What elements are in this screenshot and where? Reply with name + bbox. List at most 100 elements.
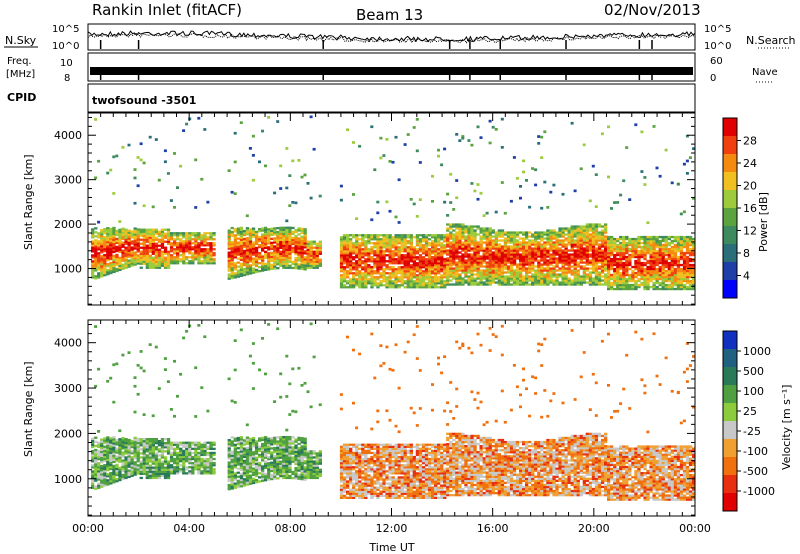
power-cell [479, 279, 483, 282]
power-cell [576, 225, 580, 228]
power-cell [646, 221, 650, 225]
power-cell [461, 223, 465, 226]
power-cell [437, 260, 441, 263]
power-cell [610, 273, 614, 277]
power-cell [285, 264, 289, 267]
velocity-cell [148, 452, 152, 455]
power-cell [248, 236, 253, 239]
power-cell [431, 276, 435, 279]
power-cell [251, 247, 256, 250]
power-cell [254, 252, 259, 256]
power-cell [443, 270, 447, 273]
power-cell [394, 278, 398, 281]
power-cell [452, 253, 456, 256]
power-cell [625, 243, 629, 247]
power-cell [667, 261, 671, 265]
power-cell [597, 257, 602, 260]
power-cell [634, 285, 638, 289]
velocity-cell [139, 456, 143, 459]
power-cell [370, 218, 374, 222]
power-cell [464, 275, 468, 278]
power-cell [239, 246, 244, 249]
power-cell [600, 233, 605, 236]
power-cell [370, 246, 374, 249]
velocity-cell [142, 444, 146, 447]
power-cell [540, 247, 544, 250]
power-cell [461, 225, 465, 228]
power-cell [512, 283, 517, 286]
power-cell [91, 228, 95, 231]
velocity-cell [103, 459, 107, 463]
power-cell [588, 229, 593, 232]
power-cell [400, 256, 404, 259]
power-cell [169, 256, 174, 259]
velocity-cell [133, 438, 137, 442]
power-cell [270, 227, 274, 230]
power-cell [473, 265, 477, 268]
power-cell [661, 261, 665, 265]
power-cell [385, 254, 389, 257]
power-cell [364, 246, 368, 249]
power-cell [355, 274, 359, 277]
power-cell [373, 246, 377, 249]
power-cell [591, 271, 596, 274]
power-cell [203, 262, 207, 265]
power-cell [127, 143, 131, 147]
power-cell [118, 266, 122, 269]
power-cell [567, 227, 571, 230]
velocity-cell [97, 451, 101, 455]
power-cell [640, 277, 644, 281]
power-cell [591, 229, 596, 232]
velocity-cell [94, 461, 98, 464]
power-cell [349, 262, 353, 265]
velocity-cell [91, 482, 95, 485]
power-cell [597, 231, 602, 234]
power-cell [549, 273, 553, 276]
power-cell [154, 258, 159, 261]
power-cell [382, 242, 386, 245]
power-cell [534, 245, 538, 248]
power-cell [552, 233, 556, 236]
power-cell [646, 281, 650, 285]
power-cell [358, 272, 362, 275]
power-cell [391, 236, 395, 239]
power-cell [379, 250, 383, 253]
power-cell [479, 239, 483, 242]
velocity-cell [148, 438, 152, 441]
power-cell [400, 234, 404, 237]
power-cell [355, 282, 359, 285]
power-cell [400, 278, 404, 281]
velocity-cell [142, 460, 146, 463]
power-cell [458, 243, 462, 246]
power-cell [248, 270, 253, 273]
power-cell [673, 239, 678, 243]
power-cell [245, 249, 250, 252]
power-cell [670, 277, 674, 281]
power-cell [282, 238, 286, 241]
power-cell [497, 249, 501, 252]
power-cell [409, 278, 413, 281]
power-cell [673, 237, 678, 241]
power-cell [597, 265, 602, 268]
power-cell [525, 247, 529, 250]
power-cell [261, 265, 265, 268]
power-cell [182, 234, 186, 237]
colorbar-tick-label: 24 [743, 157, 757, 170]
power-cell [594, 227, 599, 230]
power-cell [455, 249, 459, 252]
power-cell [136, 256, 140, 259]
power-cell [388, 244, 392, 247]
power-cell [276, 247, 280, 250]
power-cell [406, 256, 410, 259]
power-cell [564, 271, 568, 274]
power-cell [115, 233, 119, 237]
velocity-cell [106, 438, 110, 441]
power-cell [440, 286, 444, 289]
power-cell [682, 283, 687, 287]
velocity-cell [91, 460, 95, 463]
power-cell [154, 254, 159, 257]
power-cell [655, 269, 659, 273]
power-cell [394, 272, 398, 275]
power-cell [349, 270, 353, 273]
power-cell [604, 231, 608, 234]
